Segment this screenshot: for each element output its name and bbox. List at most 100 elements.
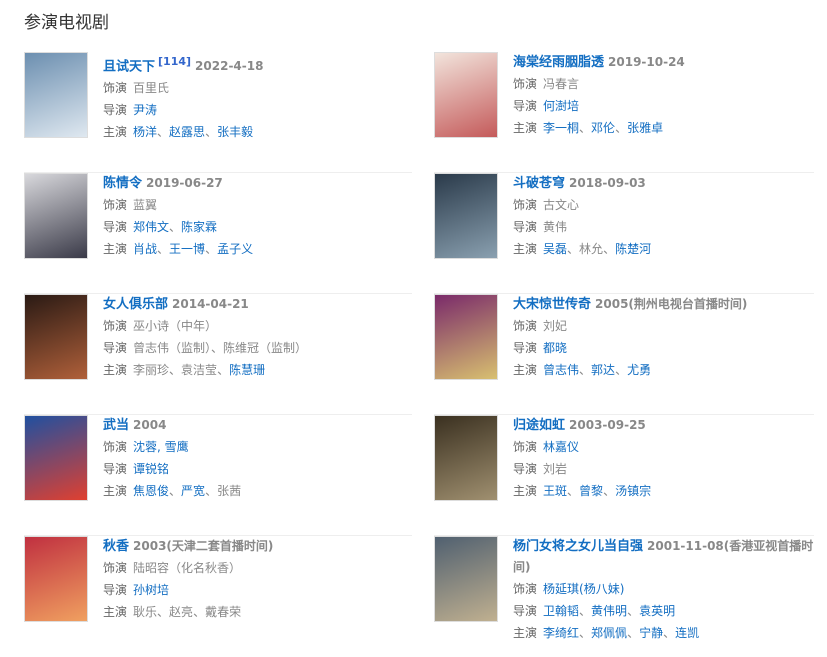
- drama-title-link[interactable]: 陈情令: [103, 176, 143, 191]
- poster-image[interactable]: [434, 415, 498, 501]
- poster-image[interactable]: [24, 52, 88, 138]
- air-date: 2014-04-21: [172, 297, 249, 311]
- poster-image[interactable]: [24, 294, 88, 380]
- person-link[interactable]: 邓伦: [591, 121, 616, 135]
- separator: 、: [211, 341, 224, 355]
- drama-title-link[interactable]: 大宋惊世传奇: [513, 297, 592, 312]
- person-link[interactable]: 卫翰韬: [543, 604, 580, 618]
- drama-title-line: 武当 2004: [103, 415, 412, 436]
- role-row: 饰演 巫小诗（中年）: [103, 315, 412, 337]
- role-row: 饰演 陆昭容（化名秋香）: [103, 557, 412, 579]
- director-row: 导演 郑伟文、陈家霖: [103, 216, 412, 238]
- poster-image[interactable]: [434, 294, 498, 380]
- person-link[interactable]: 杨延琪(杨八妹): [543, 582, 625, 596]
- person-link[interactable]: 张丰毅: [217, 125, 254, 140]
- person-link[interactable]: 何澍培: [543, 99, 580, 113]
- person-link[interactable]: 沈蓉, 雪鹰: [133, 440, 189, 454]
- poster-image[interactable]: [24, 173, 88, 259]
- person-link[interactable]: 郭达: [591, 363, 616, 377]
- cast-row: 主演 耿乐、赵亮、戴春荣: [103, 601, 412, 623]
- person-link[interactable]: 肖战: [133, 242, 158, 256]
- role-row: 饰演 古文心: [513, 194, 814, 216]
- person-link[interactable]: 李绮红: [543, 626, 580, 640]
- person-link[interactable]: 李一桐: [543, 121, 580, 135]
- separator: 、: [157, 125, 170, 140]
- person-link[interactable]: 张雅卓: [627, 121, 664, 135]
- director-row: 导演 刘岩: [513, 458, 814, 480]
- person-link[interactable]: 严宽: [181, 484, 206, 498]
- drama-title-link[interactable]: 杨门女将之女儿当自强: [513, 539, 644, 554]
- person-link[interactable]: 谭锐铭: [133, 462, 170, 476]
- person-link[interactable]: 林嘉仪: [543, 440, 580, 454]
- air-date: 2003-09-25: [569, 418, 646, 432]
- director-label: 导演: [513, 462, 538, 476]
- poster-image[interactable]: [24, 536, 88, 622]
- drama-title-line: 海棠经雨胭脂透 2019-10-24: [513, 52, 814, 73]
- person-link[interactable]: 袁英明: [639, 604, 676, 618]
- person-link[interactable]: 郑伟文: [133, 220, 170, 234]
- drama-title-link[interactable]: 女人俱乐部: [103, 297, 169, 312]
- separator: 、: [205, 484, 218, 498]
- drama-title-line: 女人俱乐部 2014-04-21: [103, 294, 412, 315]
- director-row: 导演 孙树培: [103, 579, 412, 601]
- person-link[interactable]: 赵露思: [169, 125, 206, 140]
- person-link[interactable]: 杨洋: [133, 125, 158, 140]
- poster-image[interactable]: [434, 536, 498, 622]
- separator: 、: [579, 626, 592, 640]
- person-name: 张茜: [217, 484, 242, 498]
- drama-title-link[interactable]: 归途如虹: [513, 418, 566, 433]
- role-row: 饰演 刘妃: [513, 315, 814, 337]
- separator: 、: [169, 484, 182, 498]
- person-name: 李丽珍: [133, 363, 170, 377]
- person-link[interactable]: 陈楚河: [615, 242, 652, 256]
- poster-image[interactable]: [24, 415, 88, 501]
- role-row: 饰演 蓝翼: [103, 194, 412, 216]
- person-link[interactable]: 连凯: [675, 626, 700, 640]
- person-link[interactable]: 汤镇宗: [615, 484, 652, 498]
- cast-label: 主演: [513, 121, 538, 135]
- person-link[interactable]: 曾黎: [579, 484, 604, 498]
- person-link[interactable]: 郑佩佩: [591, 626, 628, 640]
- role-row: 饰演 杨延琪(杨八妹): [513, 578, 814, 600]
- reference-link[interactable]: [114]: [158, 55, 192, 68]
- person-link[interactable]: 孟子义: [217, 242, 254, 256]
- separator: 、: [603, 484, 616, 498]
- poster-image[interactable]: [434, 52, 498, 138]
- poster-image[interactable]: [434, 173, 498, 259]
- person-link[interactable]: 陈家霖: [181, 220, 218, 234]
- separator: 、: [615, 363, 628, 377]
- air-date: 2001-11-08(香港亚视首播时间): [513, 539, 814, 574]
- person-link[interactable]: 王斑: [543, 484, 568, 498]
- drama-title-link[interactable]: 秋香: [103, 539, 130, 554]
- person-link[interactable]: 曾志伟: [543, 363, 580, 377]
- drama-title-link[interactable]: 海棠经雨胭脂透: [513, 55, 605, 70]
- person-link[interactable]: 王一博: [169, 242, 206, 256]
- person-link[interactable]: 吴磊: [543, 242, 568, 256]
- cast-label: 主演: [513, 484, 538, 498]
- role-label: 饰演: [103, 319, 128, 333]
- person-name: 刘妃: [543, 319, 568, 333]
- drama-title-link[interactable]: 斗破苍穹: [513, 176, 566, 191]
- person-link[interactable]: 尹涛: [133, 103, 158, 118]
- person-link[interactable]: 陈慧珊: [229, 363, 266, 377]
- person-link[interactable]: 黄伟明: [591, 604, 628, 618]
- tv-drama-list: 且试天下 [114] 2022-4-18 饰演 百里氏 导演 尹涛 主演 杨洋、赵露思、张丰毅海…: [24, 52, 814, 657]
- separator: 、: [205, 242, 218, 256]
- drama-title-line: 斗破苍穹 2018-09-03: [513, 173, 814, 194]
- drama-title-line: 归途如虹 2003-09-25: [513, 415, 814, 436]
- person-link[interactable]: 宁静: [639, 626, 664, 640]
- drama-title-link[interactable]: 武当: [103, 418, 130, 433]
- person-link[interactable]: 尤勇: [627, 363, 652, 377]
- person-link[interactable]: 都晓: [543, 341, 568, 355]
- director-row: 导演 尹涛: [103, 99, 412, 121]
- person-link[interactable]: 孙树培: [133, 583, 170, 597]
- drama-item: 归途如虹 2003-09-25 饰演 林嘉仪 导演 刘岩 主演 王斑、曾黎、汤镇宗: [434, 415, 814, 536]
- person-link[interactable]: 焦恩俊: [133, 484, 170, 498]
- drama-title-link[interactable]: 且试天下: [103, 59, 156, 75]
- person-name: 刘岩: [543, 462, 568, 476]
- separator: 、: [205, 125, 218, 140]
- air-date: 2019-06-27: [146, 176, 223, 190]
- cast-row: 主演 焦恩俊、严宽、张茜: [103, 480, 412, 502]
- role-label: 饰演: [513, 77, 538, 91]
- drama-item: 大宋惊世传奇 2005(荆州电视台首播时间) 饰演 刘妃 导演 都晓 主演 曾志伟、郭达、尤勇: [434, 294, 814, 415]
